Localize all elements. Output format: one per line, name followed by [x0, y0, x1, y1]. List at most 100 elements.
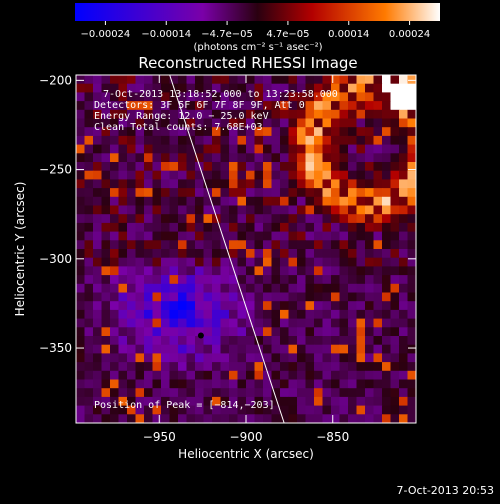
heatmap-cell — [76, 336, 85, 346]
heatmap-cell — [84, 292, 94, 302]
heatmap-cell — [331, 188, 340, 198]
heatmap-cell — [178, 309, 187, 320]
heatmap-cell — [84, 283, 94, 293]
heatmap-cell — [195, 240, 204, 250]
heatmap-cell — [203, 196, 213, 206]
heatmap-cell — [144, 231, 153, 241]
heatmap-cell — [382, 188, 391, 198]
heatmap-cell — [365, 336, 374, 346]
heatmap-cell — [110, 388, 119, 398]
heatmap-cell — [305, 362, 315, 372]
heatmap-cell — [356, 353, 366, 363]
heatmap-cell — [135, 92, 145, 102]
heatmap-cell — [322, 109, 332, 119]
heatmap-cell — [331, 301, 340, 311]
heatmap-cell — [254, 109, 264, 119]
heatmap-cell — [161, 162, 170, 172]
heatmap-cell — [280, 196, 289, 206]
heatmap-cell — [356, 336, 366, 346]
heatmap-cell — [110, 83, 119, 93]
heatmap-cell — [254, 153, 264, 163]
heatmap-cell — [263, 336, 272, 346]
heatmap-cell — [390, 388, 400, 398]
heatmap-cell — [161, 327, 170, 337]
heatmap-cell — [356, 370, 366, 380]
heatmap-cell — [373, 170, 383, 180]
heatmap-cell — [237, 109, 247, 119]
heatmap-cell — [390, 118, 400, 128]
heatmap-cell — [407, 144, 416, 154]
heatmap-cell — [76, 170, 85, 180]
heatmap-cell — [314, 301, 323, 311]
heatmap-cell — [152, 179, 162, 189]
heatmap-cell — [331, 292, 340, 302]
heatmap-cell — [280, 109, 289, 119]
heatmap-cell — [280, 405, 289, 415]
heatmap-cell — [93, 153, 102, 163]
heatmap-cell — [407, 231, 416, 241]
heatmap-cell — [254, 75, 264, 85]
heatmap-cell — [178, 353, 187, 363]
heatmap-cell — [76, 188, 85, 198]
heatmap-cell — [263, 222, 272, 233]
heatmap-cell — [101, 292, 111, 302]
heatmap-cell — [178, 75, 187, 85]
heatmap-cell — [84, 318, 94, 328]
heatmap-cell — [152, 379, 162, 389]
heatmap-cell — [297, 388, 306, 398]
heatmap-cell — [237, 179, 247, 189]
heatmap-cell — [110, 196, 119, 206]
heatmap-cell — [203, 266, 213, 276]
heatmap-cell — [246, 327, 255, 337]
heatmap-cell — [76, 370, 85, 380]
heatmap-cell — [118, 257, 128, 267]
heatmap-cell — [161, 214, 170, 224]
heatmap-cell — [331, 249, 340, 259]
heatmap-cell — [382, 344, 391, 354]
colorbar — [75, 3, 440, 21]
heatmap-cell — [101, 205, 111, 215]
heatmap-cell — [220, 292, 230, 302]
heatmap-cell — [237, 170, 247, 180]
heatmap-cell — [322, 83, 332, 93]
heatmap-cell — [305, 379, 315, 389]
heatmap-cell — [127, 92, 136, 102]
heatmap-cell — [110, 153, 119, 163]
heatmap-cell — [399, 249, 408, 259]
heatmap-cell — [246, 205, 255, 215]
heatmap-cell — [254, 170, 264, 180]
heatmap-cell — [373, 162, 383, 172]
heatmap-cell — [169, 205, 179, 215]
heatmap-cell — [254, 353, 264, 363]
heatmap-cell — [407, 275, 416, 285]
heatmap-cell — [169, 396, 179, 407]
heatmap-cell — [339, 336, 349, 346]
heatmap-cell — [195, 135, 204, 146]
heatmap-cell — [237, 249, 247, 259]
heatmap-cell — [373, 205, 383, 215]
heatmap-cell — [229, 222, 238, 233]
heatmap-cell — [263, 396, 272, 407]
heatmap-cell — [229, 414, 238, 423]
heatmap-cell — [76, 222, 85, 233]
heatmap-cell — [220, 353, 230, 363]
heatmap-cell — [263, 318, 272, 328]
heatmap-cell — [195, 275, 204, 285]
heatmap-cell — [373, 275, 383, 285]
heatmap-cell — [365, 344, 374, 354]
timestamp: 7-Oct-2013 20:53 — [396, 484, 494, 497]
heatmap-cell — [203, 83, 213, 93]
heatmap-cell — [407, 83, 416, 93]
heatmap-cell — [382, 414, 391, 423]
heatmap-cell — [297, 214, 306, 224]
heatmap-cell — [305, 301, 315, 311]
heatmap-cell — [356, 396, 366, 407]
heatmap-cell — [127, 109, 136, 119]
heatmap-cell — [169, 188, 179, 198]
heatmap-cell — [212, 327, 221, 337]
heatmap-cell — [263, 188, 272, 198]
heatmap-cell — [127, 388, 136, 398]
heatmap-cell — [203, 231, 213, 241]
heatmap-cell — [110, 144, 119, 154]
heatmap-cell — [263, 283, 272, 293]
